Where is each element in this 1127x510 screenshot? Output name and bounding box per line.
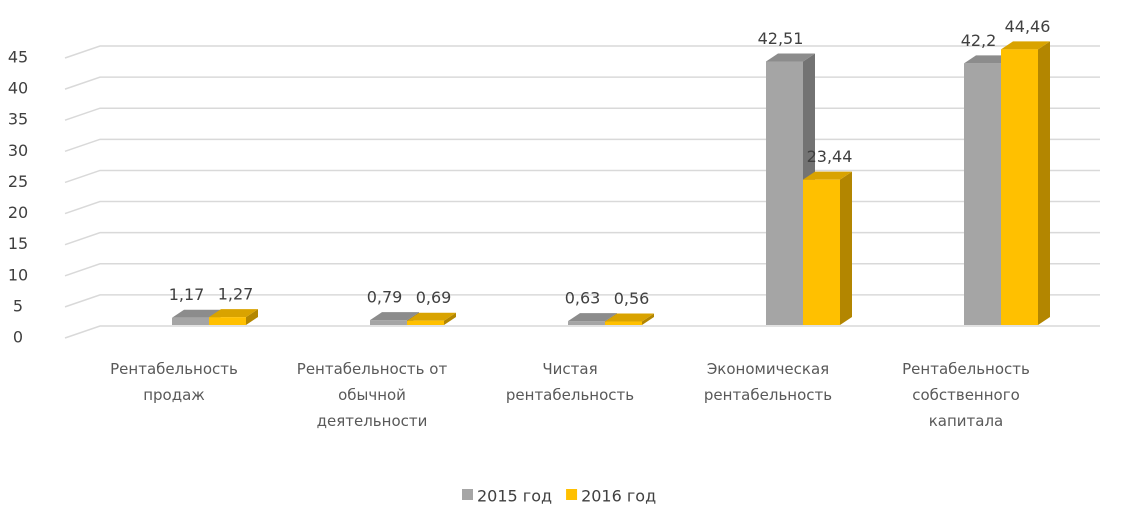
bar-side (642, 313, 654, 325)
data-label: 0,56 (614, 289, 650, 308)
y-tick-label: 15 (8, 234, 28, 253)
grid-line (64, 107, 1100, 121)
bar-side (246, 309, 258, 325)
bar (1001, 49, 1038, 326)
bar-side (840, 171, 852, 325)
y-tick-label: 45 (8, 48, 28, 67)
grid-line (64, 45, 1100, 59)
data-label: 23,44 (807, 147, 853, 166)
data-label: 1,17 (169, 285, 205, 304)
bar-side (444, 312, 456, 325)
legend-swatch (462, 489, 473, 500)
data-label: 1,27 (218, 285, 254, 304)
bar (605, 321, 642, 325)
y-tick-label: 40 (8, 79, 28, 98)
grid-line (64, 200, 1100, 215)
x-tick-label: Чистая рентабельность (505, 360, 635, 404)
y-tick-label: 20 (8, 203, 28, 222)
bar-top (605, 313, 654, 322)
bar (209, 317, 246, 325)
bar (964, 63, 1001, 326)
legend-label: 2015 год (477, 487, 552, 506)
data-label: 0,63 (565, 289, 601, 308)
bar-top (172, 309, 221, 318)
bar (568, 321, 605, 325)
grid-line (64, 76, 1100, 90)
y-tick-label: 5 (13, 296, 23, 315)
bar (803, 179, 840, 325)
legend-label: 2016 год (581, 487, 656, 506)
grid-line (64, 138, 1100, 153)
bar (766, 61, 803, 326)
grid-line (64, 169, 1100, 184)
bar-top (1001, 41, 1050, 50)
y-tick-label: 10 (8, 265, 28, 284)
x-tick-label: Рентабельность собственного капитала (902, 360, 1030, 430)
y-tick-label: 30 (8, 141, 28, 160)
x-tick-label: Рентабельность продаж (110, 360, 238, 404)
bar-top (766, 53, 815, 62)
data-label: 42,2 (961, 31, 997, 50)
bar-top (209, 309, 258, 318)
grid-line (64, 325, 1100, 339)
data-label: 0,69 (416, 288, 452, 307)
legend-swatch (566, 489, 578, 500)
data-label: 44,46 (1005, 17, 1051, 36)
x-tick-label: Рентабельность от обычной деятельности (296, 360, 448, 430)
bar (407, 320, 444, 325)
bar-top (407, 312, 456, 321)
data-label: 0,79 (367, 288, 403, 307)
bar-top (964, 55, 1013, 64)
y-tick-label: 0 (13, 328, 23, 347)
bar-side (1038, 41, 1050, 326)
bar-top (370, 312, 419, 321)
x-tick-label: Экономическая рентабельность (703, 360, 833, 404)
bar-top (568, 313, 617, 322)
bar (370, 320, 407, 325)
y-tick-label: 35 (8, 110, 28, 129)
grid-line (64, 263, 1100, 277)
bar (172, 317, 209, 325)
grid-line (64, 231, 1100, 246)
bar-top (803, 171, 852, 180)
y-tick-label: 25 (8, 172, 28, 191)
data-label: 42,51 (758, 29, 804, 48)
